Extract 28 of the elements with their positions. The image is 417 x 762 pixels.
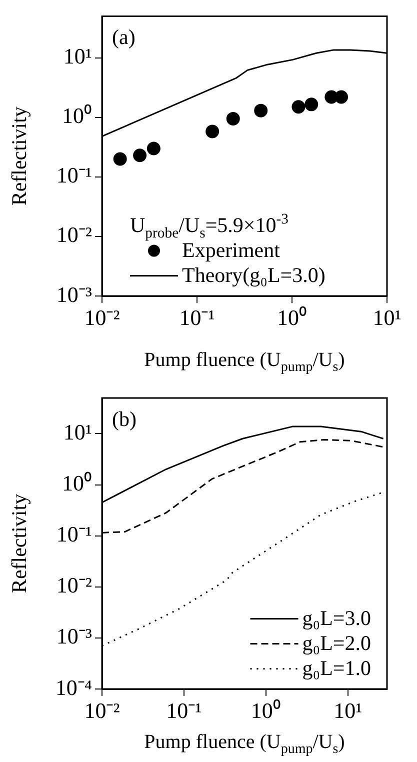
- y-axis-title: Reflectivity: [7, 106, 31, 206]
- y-tick-label: 10⁻²: [56, 222, 92, 248]
- legend-label: g₀L=1.0: [302, 656, 372, 680]
- legend-label: Experiment: [182, 238, 280, 262]
- x-tick-label: 10⁰: [277, 304, 307, 330]
- y-tick-label: 10⁻¹: [56, 162, 92, 188]
- y-tick-label: 10⁰: [62, 470, 92, 496]
- y-tick-label: 10⁻³: [56, 282, 92, 307]
- y-tick-label: 10⁻¹: [56, 522, 92, 547]
- x-tick-label: 10⁻¹: [179, 304, 215, 330]
- y-tick-label: 10¹: [63, 419, 92, 444]
- legend-label: g₀L=3.0: [302, 606, 372, 630]
- annotation: (b): [112, 407, 136, 431]
- x-tick-label: 10⁻²: [84, 698, 120, 723]
- y-tick-label: 10¹: [63, 44, 92, 69]
- y-tick-label: 10⁰: [62, 103, 92, 128]
- x-tick-label: 10⁻¹: [166, 698, 202, 723]
- x-tick-label: 10¹: [334, 698, 362, 723]
- y-tick-label: 10⁻²: [56, 572, 92, 598]
- x-tick-label: 10⁻²: [84, 304, 120, 330]
- legend-label: g₀L=2.0: [302, 631, 372, 655]
- x-tick-label: 10¹: [372, 304, 402, 330]
- annotation: (a): [112, 25, 136, 50]
- y-tick-label: 10⁻⁴: [55, 674, 92, 700]
- legend-label: Theory(g₀L=3.0): [182, 263, 326, 287]
- x-tick-label: 10⁰: [250, 698, 281, 723]
- y-tick-label: 10⁻³: [56, 624, 92, 649]
- y-axis-title: Reflectivity: [7, 493, 31, 594]
